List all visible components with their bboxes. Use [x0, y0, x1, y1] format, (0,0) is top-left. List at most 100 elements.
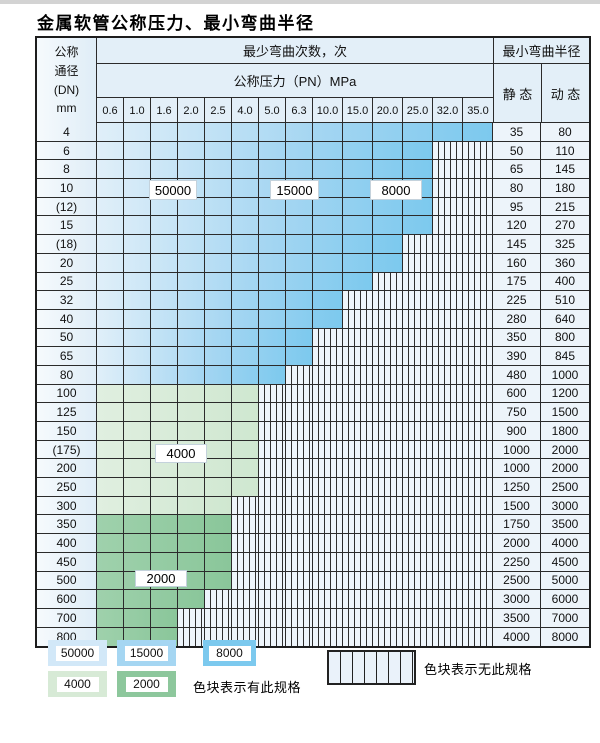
pn-cell-available: [205, 253, 232, 272]
pn-cell-unavailable: [343, 365, 373, 384]
pn-cells: [97, 160, 493, 179]
pn-cell-available: [313, 291, 343, 309]
pn-cell-available: [286, 216, 313, 235]
pn-cell-available: [124, 160, 151, 179]
pn-cell-unavailable: [343, 515, 373, 534]
pn-cell-unavailable: [232, 552, 259, 571]
pn-cell-available: [343, 160, 373, 179]
pn-cell-unavailable: [463, 365, 493, 384]
header-static: 静 态: [493, 64, 541, 123]
pn-cell-available: [97, 627, 124, 647]
table-row: 300 1500 3000: [37, 496, 589, 516]
pn-cell-available: [232, 459, 259, 478]
dynamic-radius-cell: 6000: [541, 590, 589, 608]
pn-cell-available: [286, 309, 313, 328]
dynamic-radius-cell: 800: [541, 328, 589, 347]
pn-cell-unavailable: [373, 496, 403, 515]
pn-cell-available: [178, 141, 205, 160]
pn-cell-unavailable: [463, 253, 493, 272]
pn-cell-available: [124, 123, 151, 141]
pn-cell-available: [97, 571, 124, 590]
pn-cell-available: [232, 440, 259, 459]
colored-span: [97, 496, 232, 515]
legend-swatch-8000: 8000: [203, 640, 256, 666]
pn-cell-available: [205, 291, 232, 309]
pn-cell-available: [124, 347, 151, 365]
header-nominal-pressure: 公称压力（PN）MPa: [97, 64, 493, 98]
pn-cell-unavailable: [313, 459, 343, 478]
dn-cell: 15: [37, 216, 97, 235]
pn-cell-unavailable: [433, 590, 463, 608]
pn-cell-unavailable: [403, 365, 433, 384]
pn-cell-unavailable: [373, 608, 403, 627]
pn-cell-available: [97, 347, 124, 365]
pn-cell-available: [124, 291, 151, 309]
pn-cell-available: [124, 478, 151, 496]
colored-span: [97, 291, 343, 309]
pn-cell-available: [205, 216, 232, 235]
pn-cell-available: [97, 515, 124, 534]
pn-cell-unavailable: [286, 590, 313, 608]
pn-cell-unavailable: [343, 422, 373, 440]
pn-cell-unavailable: [463, 590, 493, 608]
pn-cell-available: [286, 272, 313, 291]
legend-swatch-label: 50000: [55, 645, 100, 661]
pn-cells: [97, 403, 493, 421]
static-radius-cell: 2000: [493, 534, 541, 552]
pn-cell-available: [343, 197, 373, 216]
dn-cell: 25: [37, 272, 97, 291]
static-radius-cell: 2500: [493, 571, 541, 590]
table-row: (18) 145 325: [37, 235, 589, 254]
pn-cell-unavailable: [433, 365, 463, 384]
pn-cell-unavailable: [403, 235, 433, 253]
pn-cell-available: [433, 123, 463, 141]
dynamic-radius-cell: 110: [541, 141, 589, 160]
pn-cell-available: [232, 197, 259, 216]
pn-cell-unavailable: [259, 384, 286, 403]
table-row: 350 1750 3500: [37, 515, 589, 535]
colored-span: [97, 328, 313, 347]
pn-cell-unavailable: [259, 590, 286, 608]
pn-cell-unavailable: [373, 478, 403, 496]
pn-cell-unavailable: [463, 216, 493, 235]
pn-cell-available: [151, 347, 178, 365]
dn-cell: 700: [37, 608, 97, 627]
pn-cell-available: [124, 459, 151, 478]
pn-cell-unavailable: [463, 459, 493, 478]
pn-cell-available: [232, 365, 259, 384]
pn-cell-unavailable: [463, 347, 493, 365]
dn-cell: 8: [37, 160, 97, 179]
pn-cell-available: [178, 253, 205, 272]
pn-cell-available: [178, 534, 205, 552]
pn-cell-available: [205, 496, 232, 515]
pn-cell-available: [124, 403, 151, 421]
pn-cell-available: [124, 627, 151, 647]
table-row: 200 1000 2000: [37, 459, 589, 479]
pn-cell-unavailable: [343, 534, 373, 552]
pn-cells: [97, 272, 493, 291]
pn-cell-unavailable: [313, 365, 343, 384]
static-radius-cell: 2250: [493, 552, 541, 571]
pn-cell-unavailable: [433, 571, 463, 590]
pn-cell-unavailable: [373, 590, 403, 608]
pn-cell-unavailable: [403, 534, 433, 552]
pn-cell-available: [313, 123, 343, 141]
pn-cell-available: [205, 571, 232, 590]
table-row: 100 600 1200: [37, 384, 589, 404]
pn-cell-unavailable: [433, 216, 463, 235]
static-radius-cell: 50: [493, 141, 541, 160]
dn-cell: 150: [37, 422, 97, 440]
pn-tick: 5.0: [259, 98, 286, 123]
pn-cells: [97, 197, 493, 216]
pn-cell-unavailable: [286, 365, 313, 384]
pn-cell-available: [124, 422, 151, 440]
pn-tick: 20.0: [373, 98, 403, 123]
pn-cell-available: [178, 216, 205, 235]
pn-cell-unavailable: [433, 608, 463, 627]
header-min-bend-radius: 最小弯曲半径: [493, 38, 589, 64]
pn-cell-unavailable: [403, 328, 433, 347]
pn-cell-available: [97, 496, 124, 515]
pn-cell-available: [97, 235, 124, 253]
pn-cell-available: [205, 179, 232, 197]
